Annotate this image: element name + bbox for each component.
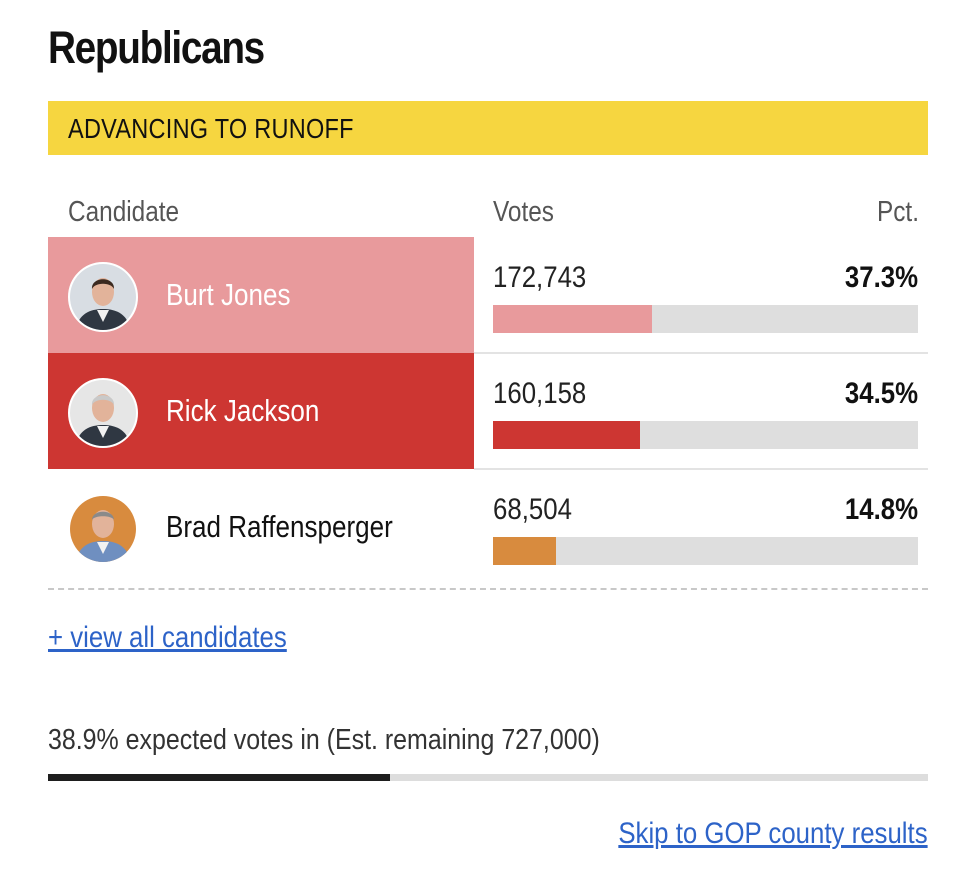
section-divider	[48, 588, 928, 590]
vote-share-bar-fill	[493, 305, 652, 333]
candidate-name: Burt Jones	[166, 277, 291, 312]
party-title: Republicans	[48, 22, 265, 73]
view-all-candidates-link[interactable]: + view all candidates	[48, 621, 287, 654]
skip-to-county-results-link[interactable]: Skip to GOP county results	[618, 817, 928, 850]
vote-share-bar-fill	[493, 421, 640, 449]
candidate-photo-icon	[70, 264, 136, 330]
candidate-votes: 172,743	[493, 261, 587, 294]
column-header-candidate: Candidate	[68, 196, 180, 228]
candidate-votes: 68,504	[493, 493, 572, 526]
candidate-avatar	[68, 494, 138, 564]
candidate-photo-icon	[70, 380, 136, 446]
vote-share-bar-track	[493, 537, 918, 565]
candidate-row: Brad Raffensperger 68,504 14.8%	[48, 469, 928, 585]
candidate-row: Burt Jones 172,743 37.3%	[48, 237, 928, 353]
candidate-name: Rick Jackson	[166, 393, 320, 428]
column-header-votes: Votes	[493, 196, 554, 228]
expected-votes-bar-track	[48, 774, 928, 781]
candidate-pct: 37.3%	[844, 261, 918, 294]
candidate-pct: 14.8%	[844, 493, 918, 526]
candidate-avatar	[68, 262, 138, 332]
runoff-banner: ADVANCING TO RUNOFF	[48, 101, 928, 155]
row-divider	[474, 352, 928, 354]
expected-votes-text: 38.9% expected votes in (Est. remaining …	[48, 724, 600, 756]
candidate-cell: Rick Jackson	[48, 353, 474, 469]
vote-share-bar-track	[493, 305, 918, 333]
runoff-banner-label: ADVANCING TO RUNOFF	[68, 113, 354, 144]
candidate-avatar	[68, 378, 138, 448]
candidate-cell: Burt Jones	[48, 237, 474, 353]
expected-votes-bar-fill	[48, 774, 391, 781]
candidate-votes: 160,158	[493, 377, 587, 410]
candidate-name: Brad Raffensperger	[166, 509, 393, 544]
candidate-cell: Brad Raffensperger	[48, 469, 474, 585]
row-divider	[474, 468, 928, 470]
candidate-pct: 34.5%	[844, 377, 918, 410]
vote-share-bar-fill	[493, 537, 556, 565]
vote-share-bar-track	[493, 421, 918, 449]
candidate-photo-icon	[70, 496, 136, 562]
candidate-row: Rick Jackson 160,158 34.5%	[48, 353, 928, 469]
column-header-pct: Pct.	[877, 196, 919, 228]
